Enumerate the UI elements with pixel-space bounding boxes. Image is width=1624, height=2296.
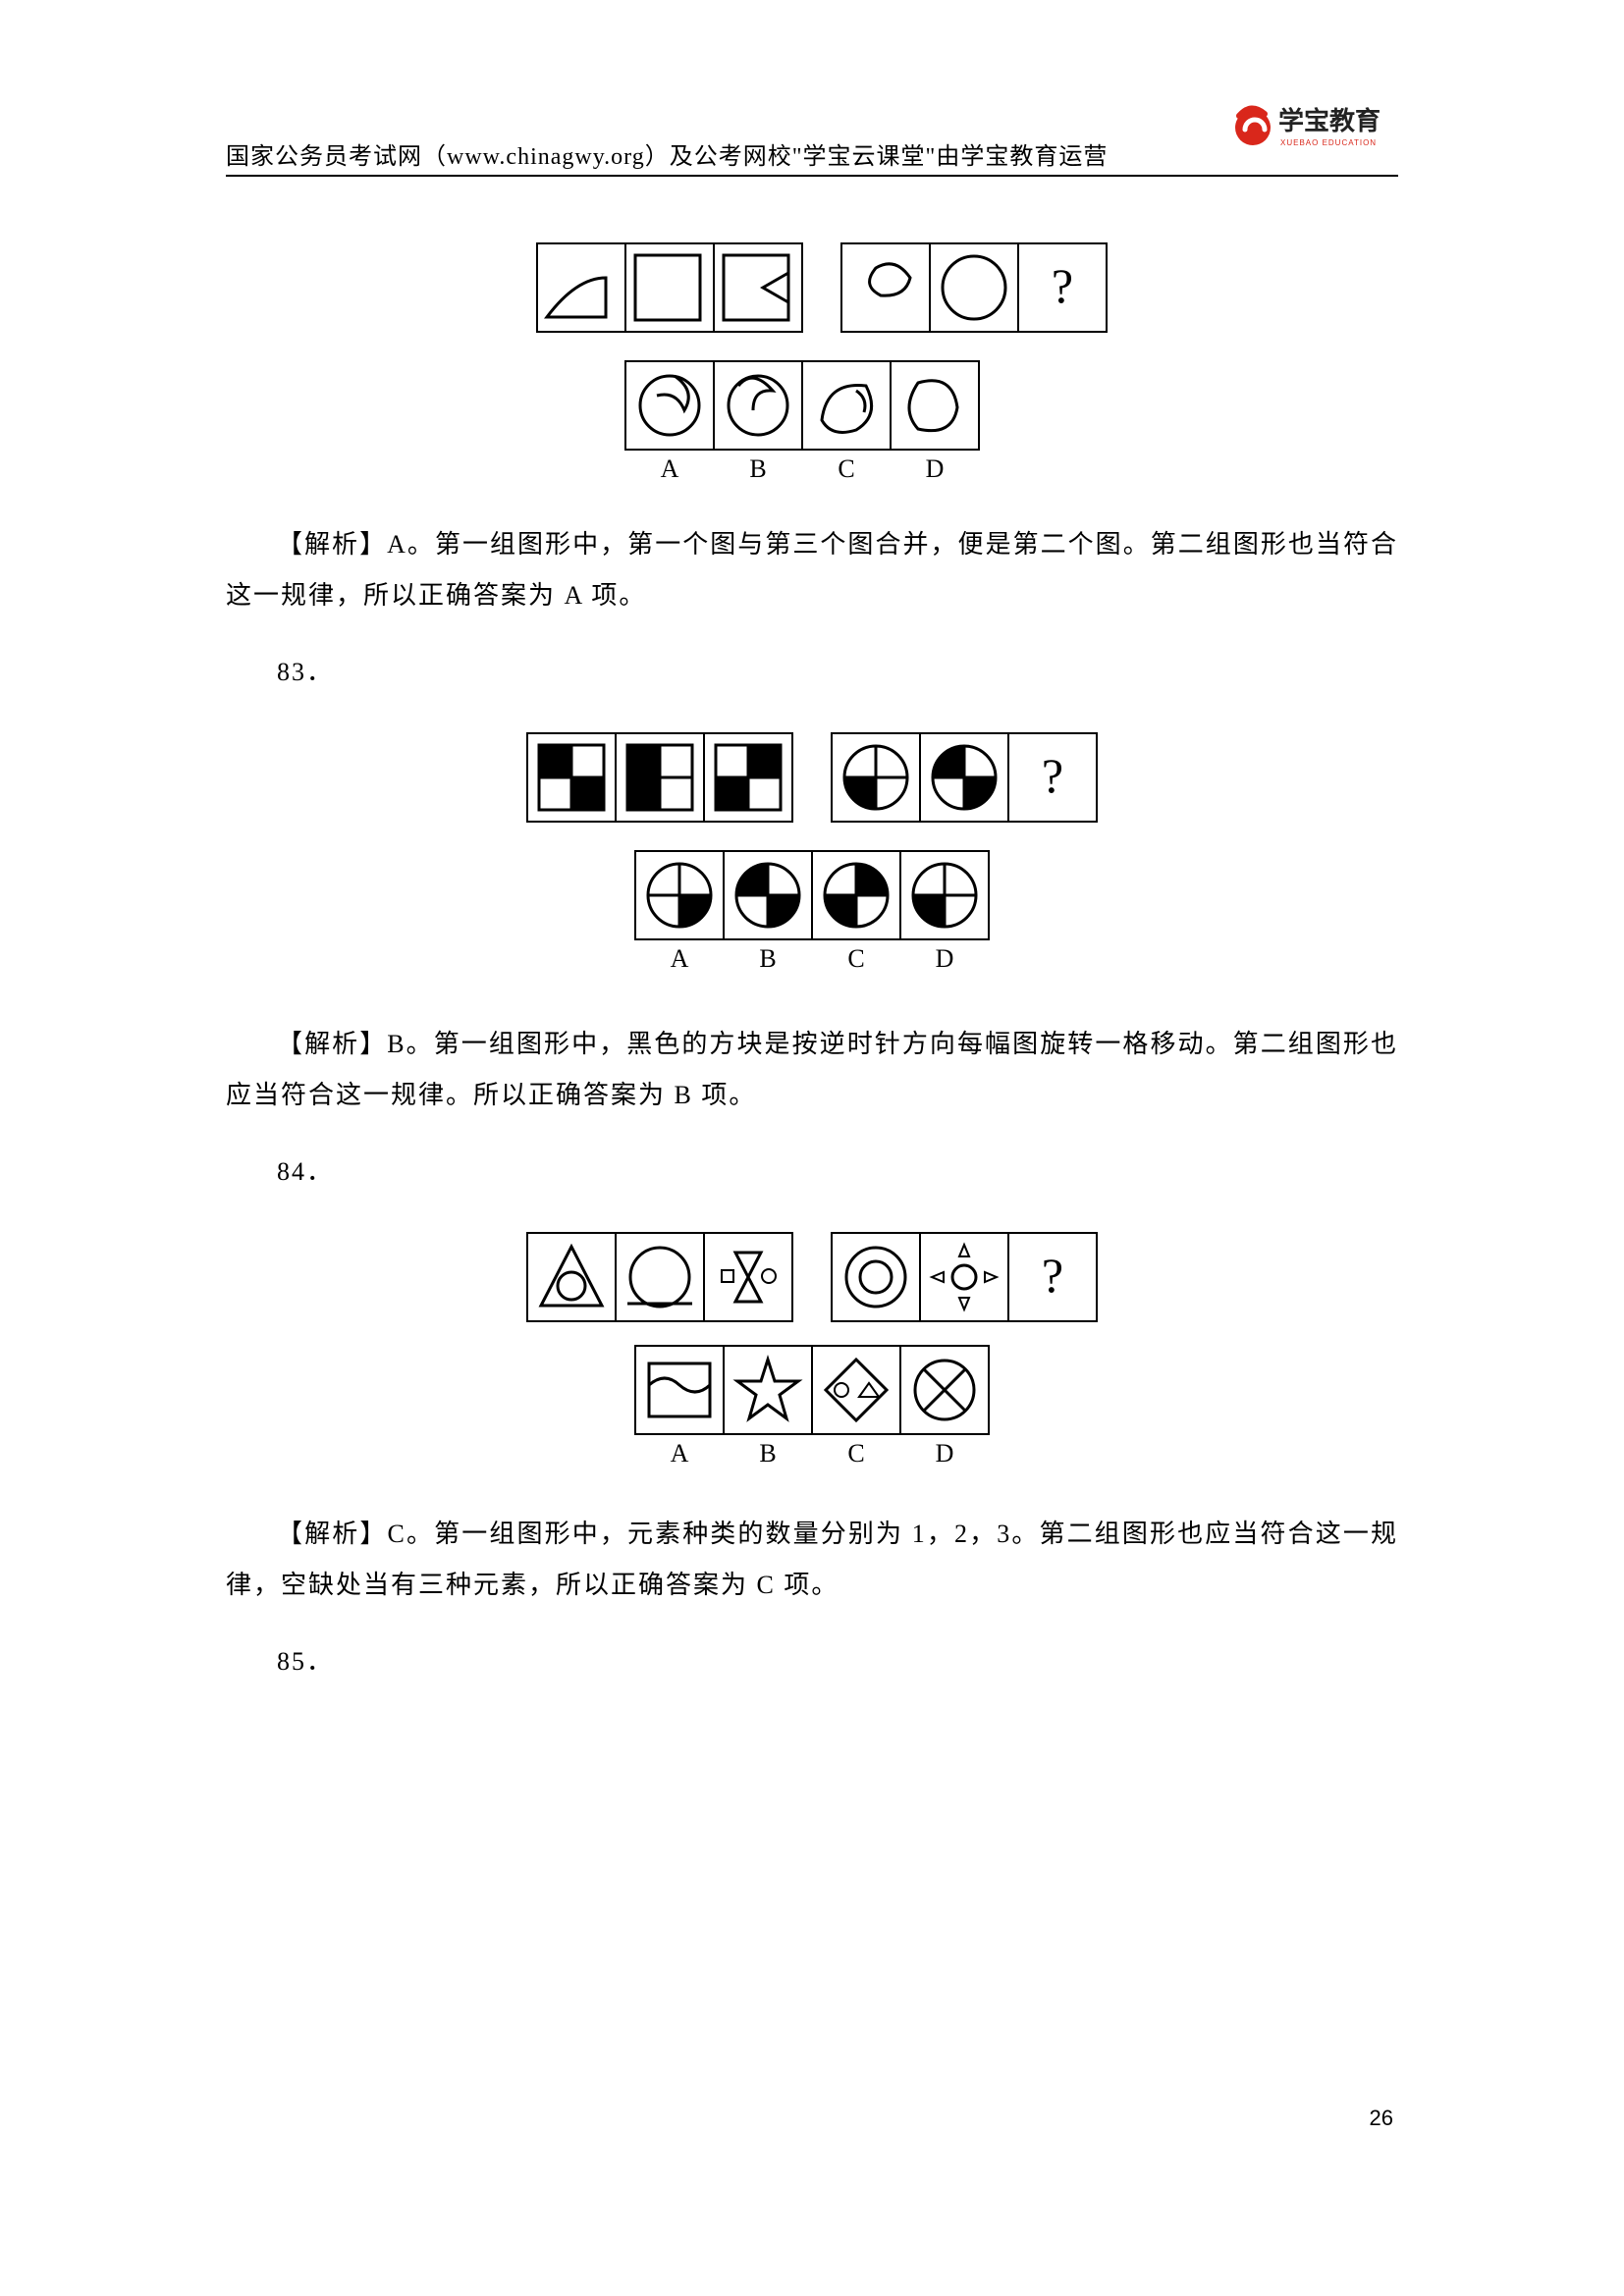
answer-label: D — [936, 1439, 954, 1468]
answer-label: A — [671, 944, 689, 973]
question-mark-icon: ? — [1042, 748, 1063, 803]
page-number: 26 — [1370, 2106, 1393, 2131]
question-mark-icon: ? — [1052, 258, 1073, 313]
analysis-82: 【解析】A。第一组图形中，第一个图与第三个图合并，便是第二个图。第二组图形也当符… — [226, 519, 1398, 621]
figure-84: ? — [226, 1223, 1398, 1483]
analysis-text: B。第一组图形中，黑色的方块是按逆时针方向每幅图旋转一格移动。第二组图形也应当符… — [226, 1030, 1398, 1109]
answer-label: C — [847, 1439, 864, 1468]
header-rule — [226, 175, 1398, 177]
analysis-label: 【解析】 — [277, 1030, 387, 1058]
logo-text-sub: XUEBAO EDUCATION — [1280, 138, 1377, 147]
analysis-label: 【解析】 — [277, 1520, 388, 1548]
analysis-text: C。第一组图形中，元素种类的数量分别为 1，2，3。第二组图形也应当符合这一规律… — [226, 1520, 1398, 1599]
answer-label: C — [838, 454, 854, 483]
header: 国家公务员考试网（www.chinagwy.org）及公考网校"学宝云课堂"由学… — [226, 118, 1398, 177]
content: ? — [226, 185, 1398, 1687]
answer-label: B — [749, 454, 766, 483]
analysis-83: 【解析】B。第一组图形中，黑色的方块是按逆时针方向每幅图旋转一格移动。第二组图形… — [226, 1019, 1398, 1121]
answer-label: C — [847, 944, 864, 973]
answer-label: A — [661, 454, 679, 483]
header-text: 国家公务员考试网（www.chinagwy.org）及公考网校"学宝云课堂"由学… — [226, 136, 1108, 171]
answer-label: D — [926, 454, 945, 483]
answer-label: B — [759, 944, 776, 973]
page: 国家公务员考试网（www.chinagwy.org）及公考网校"学宝云课堂"由学… — [0, 0, 1624, 2296]
answer-label: D — [936, 944, 954, 973]
question-mark-icon: ? — [1042, 1248, 1063, 1303]
figure-83: ? — [226, 723, 1398, 993]
answer-label: A — [671, 1439, 689, 1468]
logo-text-main: 学宝教育 — [1278, 106, 1380, 135]
question-number-84: 84． — [226, 1147, 1398, 1198]
question-number-85: 85． — [226, 1636, 1398, 1687]
figure-82: ? — [226, 234, 1398, 494]
logo: 学宝教育 XUEBAO EDUCATION — [1231, 100, 1398, 160]
analysis-84: 【解析】C。第一组图形中，元素种类的数量分别为 1，2，3。第二组图形也应当符合… — [226, 1509, 1398, 1611]
analysis-label: 【解析】 — [277, 530, 387, 559]
answer-label: B — [759, 1439, 776, 1468]
analysis-text: A。第一组图形中，第一个图与第三个图合并，便是第二个图。第二组图形也当符合这一规… — [226, 530, 1398, 610]
question-number-83: 83． — [226, 647, 1398, 698]
